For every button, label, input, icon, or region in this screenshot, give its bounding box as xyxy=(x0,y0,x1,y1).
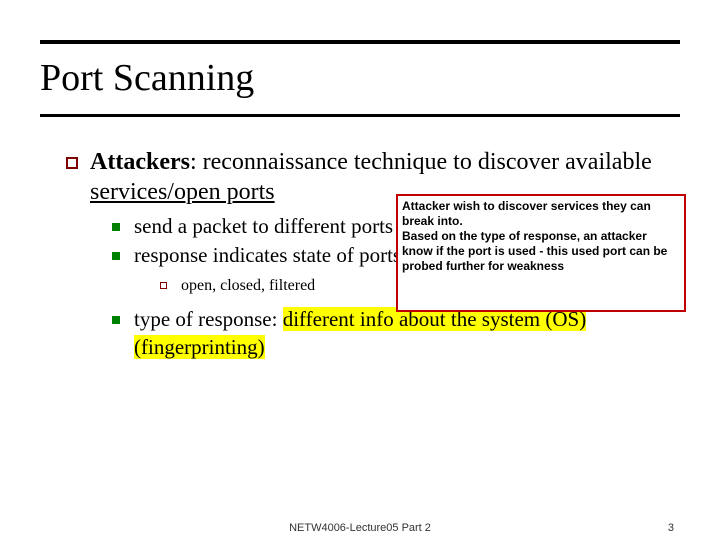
note-line1: Attacker wish to discover services they … xyxy=(402,199,680,229)
rule-top xyxy=(40,40,680,44)
l2-item1: send a packet to different ports xyxy=(134,213,393,240)
l2-item2: response indicates state of ports xyxy=(134,242,401,269)
l2-item3: type of response: different info about t… xyxy=(134,306,680,361)
rest1: : reconnaissance technique to discover a… xyxy=(190,149,652,175)
square-small-icon xyxy=(112,316,120,324)
slide: Port Scanning Attackers: reconnaissance … xyxy=(0,0,720,540)
note-line2: Based on the type of response, an attack… xyxy=(402,229,680,274)
bullet-level2: type of response: different info about t… xyxy=(112,306,680,361)
underline-span: services/open ports xyxy=(90,179,275,205)
l2-item3-lead: type of response: xyxy=(134,307,283,331)
square-small-icon xyxy=(112,223,120,231)
title-area: Port Scanning xyxy=(40,40,680,117)
footer-center: NETW4006-Lecture05 Part 2 xyxy=(289,522,431,534)
footer-page: 3 xyxy=(668,522,674,534)
instructor-note: Attacker wish to discover services they … xyxy=(396,194,686,312)
square-outline-icon xyxy=(66,157,78,169)
lead-bold: Attackers xyxy=(90,149,190,175)
square-tiny-icon xyxy=(160,282,167,289)
slide-title: Port Scanning xyxy=(40,56,680,100)
rule-bottom xyxy=(40,114,680,117)
l3-item1: open, closed, filtered xyxy=(181,276,315,297)
square-small-icon xyxy=(112,252,120,260)
